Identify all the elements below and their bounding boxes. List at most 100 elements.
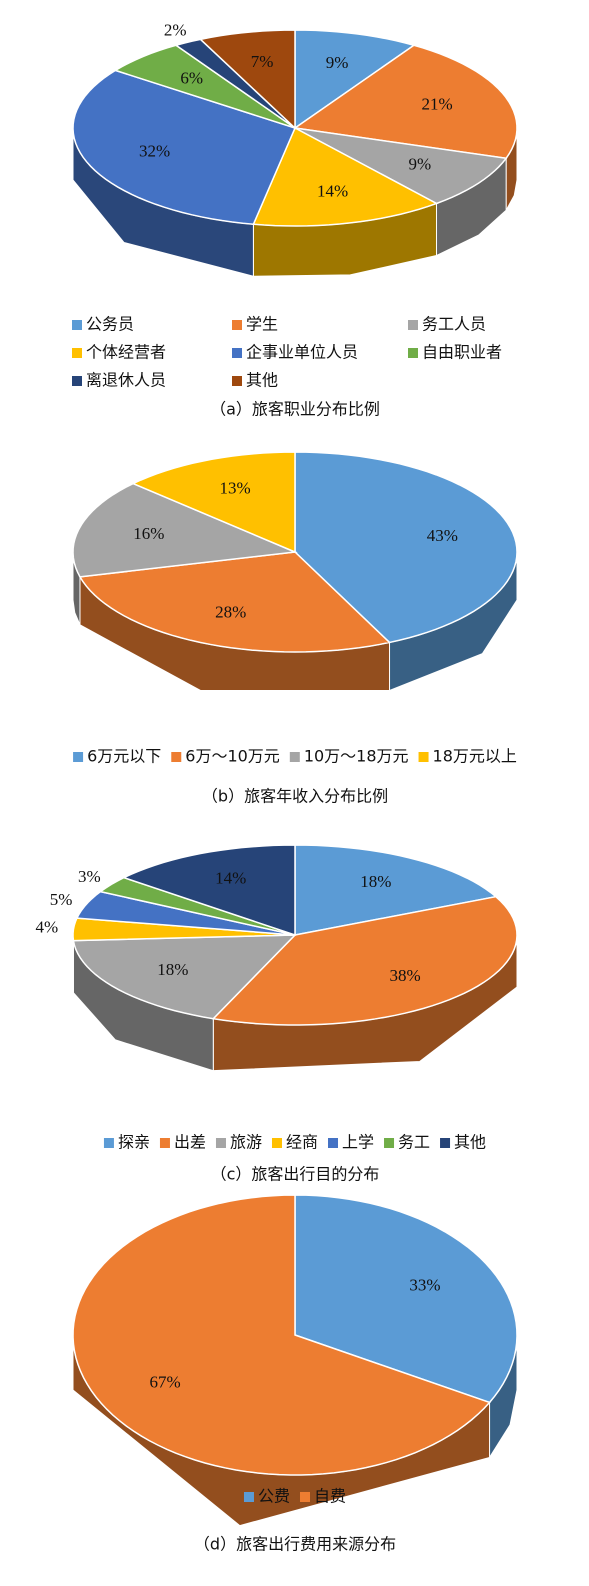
chart-caption: （b）旅客年收入分布比例 [202,787,388,806]
value-label: 7% [251,52,274,71]
legend-item: 企事业单位人员 [232,343,358,362]
slice [72,917,296,942]
legend-label: 18万元以上 [433,747,517,766]
slice [294,844,498,936]
legend-swatch [215,1138,226,1148]
slice [72,69,297,226]
value-label: 14% [317,181,348,200]
slice [294,29,416,130]
legend-label: 10万～18万元 [304,747,409,766]
slice [72,934,297,1020]
value-label: 67% [149,1372,180,1391]
value-label: 14% [215,869,246,888]
legend-swatch [243,1492,254,1502]
legend-item: 10万～18万元 [289,747,409,766]
legend-swatch [328,1138,339,1148]
legend-label: 学生 [246,315,278,334]
legend-item: 经商 [271,1133,318,1152]
slice [72,1194,491,1476]
value-label: 18% [157,960,188,979]
legend-swatch [271,1138,282,1148]
legend-item: 个体经营者 [72,343,166,362]
slice [252,126,439,227]
value-label: 32% [139,141,170,160]
legend-swatch [159,1138,170,1148]
slice [75,890,296,936]
value-label: 43% [427,526,458,545]
legend-item: 离退休人员 [72,371,166,390]
legend-item: 务工人员 [408,315,486,334]
legend-swatch [232,348,242,358]
value-label: 33% [409,1275,440,1294]
legend-label: 其他 [246,371,278,390]
legend-swatch [232,320,242,330]
legend-swatch [72,376,82,386]
legend-item: 其他 [232,371,278,390]
value-label: 21% [421,94,452,113]
legend-label: 自由职业者 [422,343,502,362]
legend-label: 出差 [174,1133,206,1152]
pie-chart: 18% 38% 18% 4% 5% 3% 14% 探亲 出差 旅游 经商 上学 务工 其他 （c）旅客出行目… [36,844,518,1184]
slice [113,44,296,129]
value-label: 2% [164,21,187,40]
slice [293,44,518,160]
value-label: 6% [180,68,203,87]
legend-label: 6万～10万元 [185,747,280,766]
chart-caption: （a）旅客职业分布比例 [210,400,380,419]
legend-label: 个体经营者 [86,343,166,362]
legend-label: 经商 [286,1133,318,1152]
legend-item: 18万元以上 [418,747,517,766]
legend-swatch [300,1492,310,1502]
pie-chart: 43% 28% 16% 13% 6万元以下 6万～10万元 10万～18万元 18万元以上 （b… [72,451,518,806]
legend-item: 其他 [440,1133,486,1152]
legend-swatch [440,1138,451,1148]
value-label: 16% [133,524,164,543]
slice [198,29,296,130]
value-label: 3% [78,867,101,886]
legend-swatch [418,752,429,762]
slice [294,451,518,644]
legend-label: 公费 [258,1487,290,1506]
legend-label: 公务员 [86,315,134,334]
slice [72,482,298,578]
legend-label: 6万元以下 [87,747,161,766]
legend-label: 探亲 [118,1133,150,1152]
pie-chart: 33% 67% 公费 自费 （d）旅客出行费用来源分布 [72,1194,518,1554]
legend-item: 公费 [243,1487,290,1506]
legend-item: 自费 [300,1487,346,1506]
legend-item: 6万元以下 [73,747,161,766]
legend-swatch [408,320,418,330]
legend-swatch [384,1138,395,1148]
value-label: 9% [409,154,432,173]
legend-label: 自费 [314,1487,346,1506]
legend-swatch [72,320,82,330]
legend-item: 自由职业者 [408,343,502,362]
slice [211,895,518,1026]
legend-label: 务工 [398,1133,430,1152]
value-label: 18% [360,872,391,891]
legend-swatch [171,752,182,762]
slice [121,844,296,937]
slice [131,451,296,554]
legend-item: 6万～10万元 [171,747,280,766]
legend-item: 公务员 [72,315,134,334]
chart-caption: （c）旅客出行目的分布 [211,1165,380,1184]
slice [294,1194,518,1404]
legend-swatch [73,752,84,762]
value-label: 13% [219,478,250,497]
legend-label: 旅游 [230,1133,262,1152]
legend-swatch [232,376,242,386]
legend-item: 务工 [384,1133,430,1152]
slice [294,127,508,205]
legend-swatch [289,752,300,762]
legend-label: 企事业单位人员 [246,343,358,362]
legend-label: 上学 [342,1133,374,1152]
legend-swatch [408,348,418,358]
legend-item: 学生 [232,315,278,334]
legend-item: 旅游 [215,1133,262,1152]
legend-swatch [72,348,82,358]
value-label: 9% [326,53,349,72]
legend-item: 探亲 [103,1133,150,1152]
